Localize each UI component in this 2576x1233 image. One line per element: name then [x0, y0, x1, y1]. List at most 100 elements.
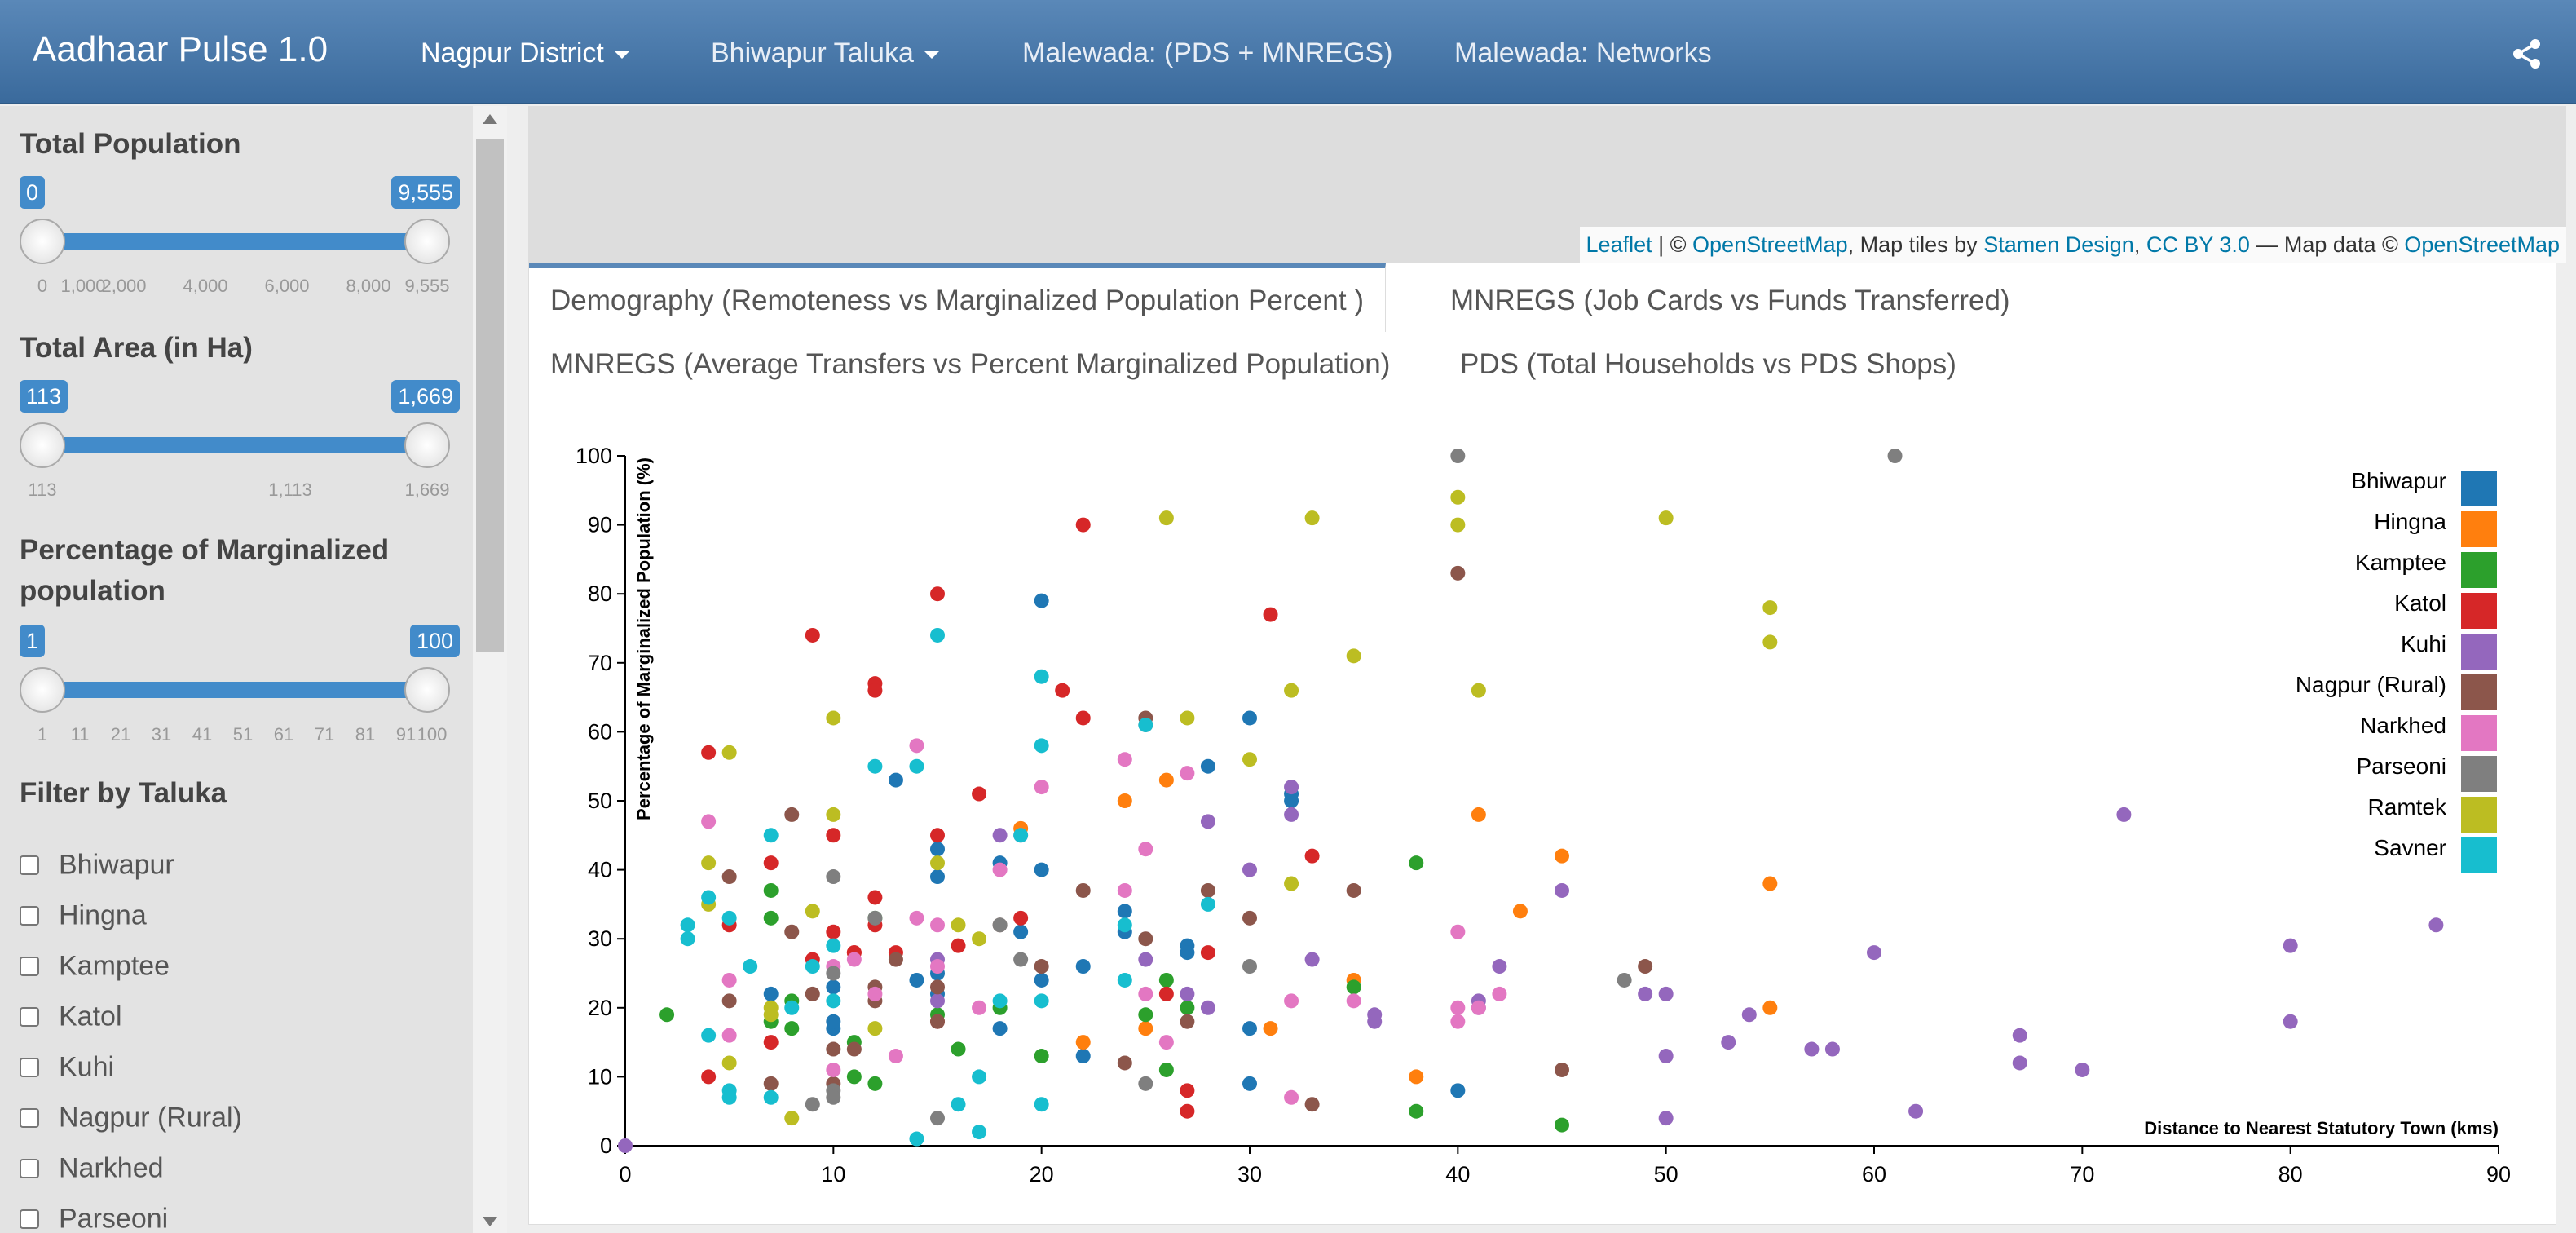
checkbox[interactable] — [20, 855, 39, 876]
x-tick-label: 30 — [1237, 1162, 1262, 1187]
data-point — [1804, 1041, 1820, 1057]
leaflet-link[interactable]: Leaflet — [1586, 232, 1652, 257]
population-slider-track[interactable] — [42, 233, 427, 250]
data-point — [1013, 828, 1029, 843]
tab-mnregs-average-transfers[interactable]: MNREGS (Average Transfers vs Percent Mar… — [550, 348, 1391, 380]
population-min-handle[interactable] — [20, 219, 65, 264]
brand-title[interactable]: Aadhaar Pulse 1.0 — [33, 29, 329, 69]
osm-link[interactable]: OpenStreetMap — [1692, 232, 1848, 257]
data-point — [972, 1125, 987, 1140]
data-point — [972, 786, 987, 802]
legend-label: Parseoni — [2356, 754, 2446, 779]
checkbox[interactable] — [20, 1159, 39, 1179]
checkbox[interactable] — [20, 1209, 39, 1230]
tab-demography[interactable]: Demography (Remoteness vs Marginalized P… — [529, 263, 1386, 332]
osm-data-link[interactable]: OpenStreetMap — [2404, 232, 2560, 257]
legend-label: Katol — [2394, 590, 2446, 616]
data-point — [1492, 959, 1507, 974]
data-point — [1242, 959, 1257, 974]
filter-by-taluka-title: Filter by Taluka — [20, 777, 227, 809]
taluka-checkbox-kamptee[interactable]: Kamptee — [20, 949, 170, 988]
data-point — [1555, 1062, 1569, 1077]
taluka-checkbox-narkhed[interactable]: Narkhed — [20, 1151, 164, 1191]
data-point — [1138, 842, 1153, 857]
taluka-checkbox-bhiwapur[interactable]: Bhiwapur — [20, 848, 174, 887]
data-point — [1346, 648, 1361, 664]
slider-tick: 51 — [232, 724, 254, 745]
data-point — [909, 758, 924, 774]
data-point — [1200, 896, 1215, 912]
taluka-checkbox-hingna[interactable]: Hingna — [20, 899, 147, 938]
caret-down-icon — [923, 51, 940, 60]
data-point — [930, 959, 945, 974]
population-slider[interactable]: 0 9,555 0 1,000 2,000 4,000 6,000 8,000 … — [20, 176, 460, 296]
taluka-checkbox-parseoni[interactable]: Parseoni — [20, 1202, 168, 1233]
data-point — [721, 745, 737, 760]
area-max-handle[interactable] — [404, 422, 450, 468]
area-slider[interactable]: 113 1,669 113 1,113 1,669 — [20, 380, 460, 500]
population-max-handle[interactable] — [404, 219, 450, 264]
data-point — [1034, 1097, 1049, 1112]
tab-mnregs-job-cards[interactable]: MNREGS (Job Cards vs Funds Transferred) — [1450, 285, 2010, 316]
data-point — [1304, 1097, 1320, 1112]
slider-tick: 71 — [314, 724, 335, 745]
taluka-checkbox-nagpur-rural[interactable]: Nagpur (Rural) — [20, 1101, 242, 1140]
data-point — [2116, 807, 2132, 822]
map-area[interactable]: Leaflet | © OpenStreetMap, Map tiles by … — [528, 106, 2566, 263]
tab-pds[interactable]: PDS (Total Households vs PDS Shops) — [1460, 348, 1956, 380]
scroll-down-arrow-icon[interactable] — [483, 1217, 497, 1226]
data-point — [763, 1076, 779, 1091]
area-slider-track[interactable] — [42, 437, 427, 453]
marginalized-max-handle[interactable] — [404, 667, 450, 713]
data-point — [1658, 1049, 1674, 1064]
data-point — [1242, 1021, 1257, 1036]
data-point — [1492, 986, 1507, 1001]
data-point — [1450, 924, 1466, 939]
marginalized-slider-track[interactable] — [42, 682, 427, 698]
checkbox[interactable] — [20, 1058, 39, 1078]
cc-by-link[interactable]: CC BY 3.0 — [2146, 232, 2250, 257]
checkbox[interactable] — [20, 1108, 39, 1129]
data-point — [1263, 607, 1278, 622]
data-point — [721, 910, 737, 926]
area-min-badge: 113 — [20, 380, 68, 413]
nav-malewada-networks[interactable]: Malewada: Networks — [1454, 38, 1712, 68]
data-point — [1034, 738, 1049, 754]
nav-nagpur-district-dropdown[interactable]: Nagpur District — [421, 38, 630, 69]
data-point — [930, 1014, 945, 1029]
share-icon[interactable] — [2511, 38, 2543, 70]
taluka-checkbox-kuhi[interactable]: Kuhi — [20, 1050, 114, 1089]
data-point — [1284, 780, 1299, 795]
data-point — [721, 993, 737, 1009]
marginalized-min-handle[interactable] — [20, 667, 65, 713]
checkbox[interactable] — [20, 1007, 39, 1028]
data-point — [1555, 848, 1569, 864]
stamen-link[interactable]: Stamen Design — [1983, 232, 2134, 257]
data-point — [1180, 766, 1195, 781]
slider-tick: 113 — [28, 480, 57, 500]
data-point — [1450, 1014, 1466, 1029]
sidebar: Total Population 0 9,555 0 1,000 2,000 4… — [0, 106, 473, 1233]
marginalized-slider[interactable]: 1 100 1 11 21 31 41 51 61 71 81 91 100 — [20, 625, 460, 745]
data-point — [805, 959, 820, 974]
y-tick-label: 90 — [588, 513, 612, 537]
data-point — [805, 986, 820, 1001]
nav-nagpur-district-label: Nagpur District — [421, 38, 604, 68]
population-slider-title: Total Population — [20, 128, 241, 160]
data-point — [1138, 1007, 1153, 1023]
data-point — [826, 828, 841, 843]
data-point — [930, 855, 945, 871]
data-point — [1075, 959, 1091, 974]
data-point — [1471, 807, 1486, 822]
nav-bhiwapur-taluka-dropdown[interactable]: Bhiwapur Taluka — [711, 38, 940, 69]
nav-malewada-pds-mnregs[interactable]: Malewada: (PDS + MNREGS) — [1022, 38, 1393, 68]
area-min-handle[interactable] — [20, 422, 65, 468]
sidebar-scrollbar[interactable] — [473, 106, 507, 1233]
scrollbar-thumb[interactable] — [476, 139, 504, 652]
checkbox-label: Parseoni — [59, 1203, 169, 1233]
taluka-checkbox-katol[interactable]: Katol — [20, 1000, 122, 1039]
scroll-up-arrow-icon[interactable] — [483, 114, 497, 124]
checkbox[interactable] — [20, 906, 39, 926]
data-point — [1658, 986, 1674, 1001]
checkbox[interactable] — [20, 957, 39, 977]
